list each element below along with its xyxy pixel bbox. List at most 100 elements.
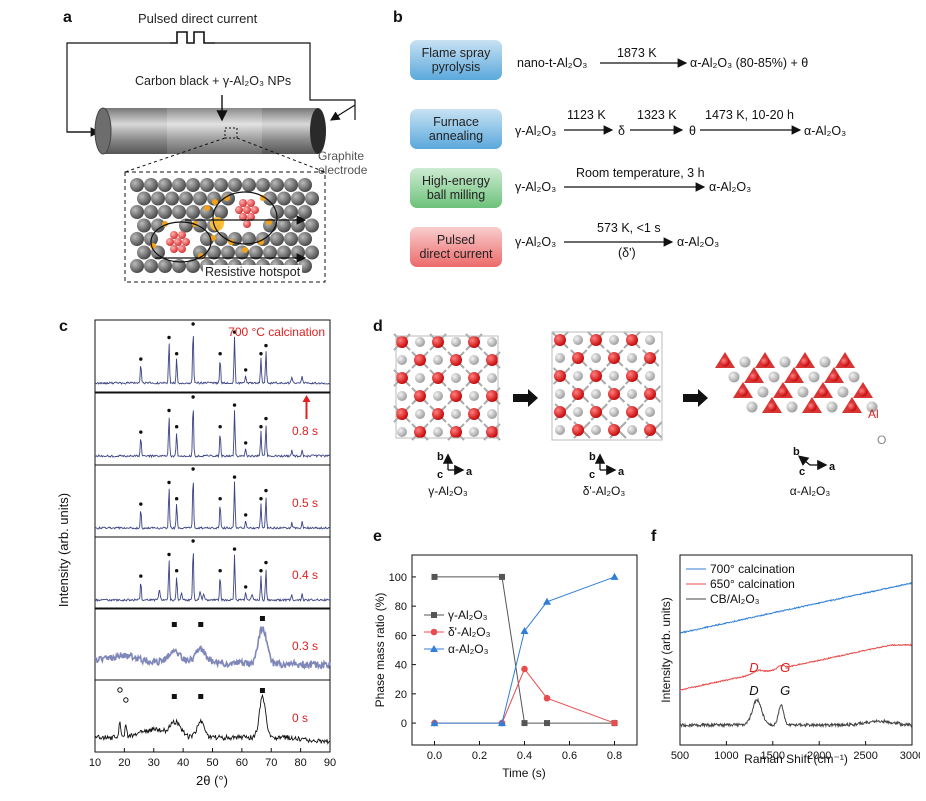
- alpha-peak-marker: [232, 475, 237, 479]
- raman-trace: [679, 643, 912, 691]
- y-tick-label: 80: [395, 601, 407, 613]
- oxygen-atom: [450, 354, 462, 366]
- xrd-trace-label: 0.5 s: [292, 496, 318, 510]
- aluminum-atom: [469, 391, 479, 401]
- x-tick-label: 40: [177, 757, 189, 769]
- panel-label-a: a: [63, 9, 72, 26]
- panel-label-d: d: [373, 318, 383, 335]
- reaction-product: α-Al₂O₃: [677, 235, 720, 249]
- x-tick-label: 1500: [761, 750, 785, 762]
- oxygen-atom: [590, 334, 602, 346]
- carbon-black-particle: [172, 178, 186, 192]
- raman-trace: [679, 581, 912, 634]
- x-tick-label: 20: [118, 757, 130, 769]
- oxygen-atom: [590, 406, 602, 418]
- carbon-black-particle: [277, 218, 291, 233]
- aluminum-atom: [469, 427, 479, 437]
- x-tick-label: 2000: [807, 750, 831, 762]
- peak-label: D: [749, 660, 758, 675]
- aluminum-atom: [739, 356, 751, 368]
- alpha-peak-marker: [139, 502, 143, 506]
- e-xlabel: Time (s): [502, 766, 546, 780]
- alpha-peak-marker: [232, 547, 237, 551]
- structure-name-alpha: α-Al₂O₃: [790, 484, 831, 498]
- aluminum-atom: [645, 407, 655, 417]
- x-tick-label: 0.0: [427, 750, 442, 762]
- aluminum-atom: [555, 425, 565, 435]
- panel-d-structures: b c a b c a b c a γ-Al₂O₃ δ'-Al₂O₃ α-Al₂…: [393, 331, 886, 498]
- alpha-peak-marker: [243, 441, 248, 445]
- carbon-black-particle: [277, 245, 291, 260]
- alpha-peak-marker: [191, 395, 195, 399]
- carbon-black-particle: [200, 178, 214, 192]
- oxygen-atom: [608, 424, 620, 436]
- plot-frame: [411, 554, 638, 746]
- alpha-peak-marker: [167, 335, 171, 340]
- aluminum-atom: [609, 371, 619, 381]
- aluminum-atom: [779, 356, 791, 368]
- oxygen-atom: [847, 402, 857, 412]
- aluminum-atom: [433, 391, 443, 401]
- oxygen-atom: [554, 370, 566, 382]
- data-point: [544, 720, 550, 727]
- electrode-label-2: electrode: [318, 163, 368, 177]
- oxygen-atom: [749, 372, 759, 382]
- xrd-xlabel: 2θ (°): [196, 773, 228, 788]
- oxygen-atom: [486, 354, 498, 366]
- x-tick-label: 0.2: [472, 750, 487, 762]
- oxygen-atom: [432, 336, 444, 348]
- method-badge-pdc: Pulsed direct current: [410, 227, 502, 267]
- oxygen-atom: [644, 388, 656, 400]
- legend-marker: [430, 628, 438, 636]
- alpha-peak-marker: [259, 497, 263, 501]
- series-line: [434, 668, 615, 724]
- carbon-black-particle: [270, 232, 284, 246]
- oxygen-atom: [720, 357, 730, 367]
- y-tick-label: 0: [401, 718, 407, 730]
- oxygen-atom: [572, 352, 584, 364]
- xrd-trace-label: 0.8 s: [292, 424, 318, 438]
- oxygen-atom: [858, 387, 868, 397]
- oxygen-atom: [789, 372, 799, 382]
- carbon-black-particle: [137, 245, 151, 260]
- aluminum-atom: [866, 401, 878, 413]
- carbon-black-particle: [263, 191, 277, 206]
- alpha-peak-marker: [174, 569, 179, 573]
- xrd-trace-label: 700 °C calcination: [228, 325, 325, 339]
- carbon-black-particle: [151, 218, 165, 233]
- carbon-black-particle: [137, 191, 151, 206]
- carbon-black-particle: [158, 205, 172, 219]
- oxygen-atom: [738, 387, 748, 397]
- carbon-black-particle: [144, 178, 158, 192]
- e-ylabel: Phase mass ratio (%): [373, 593, 387, 708]
- xrd-trace: [94, 481, 331, 531]
- carbon-black-particle: [305, 218, 319, 233]
- alpha-peak-marker: [243, 585, 248, 589]
- f-xlabel: Raman Shift (cm⁻¹): [744, 752, 848, 766]
- carbon-black-particle: [193, 191, 207, 206]
- carbon-black-particle: [144, 205, 158, 219]
- method-badge-flame: Flame spray pyrolysis: [410, 40, 502, 80]
- oxygen-atom: [414, 426, 426, 438]
- oxygen-atom: [432, 372, 444, 384]
- carbon-black-particle: [284, 205, 298, 219]
- data-point: [543, 597, 551, 605]
- aluminum-atom: [433, 355, 443, 365]
- x-tick-label: 70: [265, 757, 277, 769]
- aluminum-atom: [451, 337, 461, 347]
- reaction-condition: 1323 K: [637, 108, 677, 122]
- y-tick-label: 20: [395, 689, 407, 701]
- reaction-condition: 573 K, <1 s: [597, 221, 661, 235]
- carbon-black-particle: [179, 191, 193, 206]
- alpha-peak-marker: [191, 539, 195, 543]
- alpha-peak-marker: [264, 488, 268, 493]
- start-material: nano-t-Al₂O₃: [517, 56, 588, 70]
- carbon-black-particle: [158, 178, 172, 192]
- reaction-product: δ: [618, 124, 625, 138]
- carbon-black-particle: [249, 245, 263, 260]
- aluminum-atom: [808, 371, 820, 383]
- reaction-condition: 1123 K: [567, 108, 606, 122]
- data-point: [543, 694, 551, 702]
- alpha-peak-marker: [139, 430, 143, 434]
- reaction-product: θ: [689, 124, 696, 138]
